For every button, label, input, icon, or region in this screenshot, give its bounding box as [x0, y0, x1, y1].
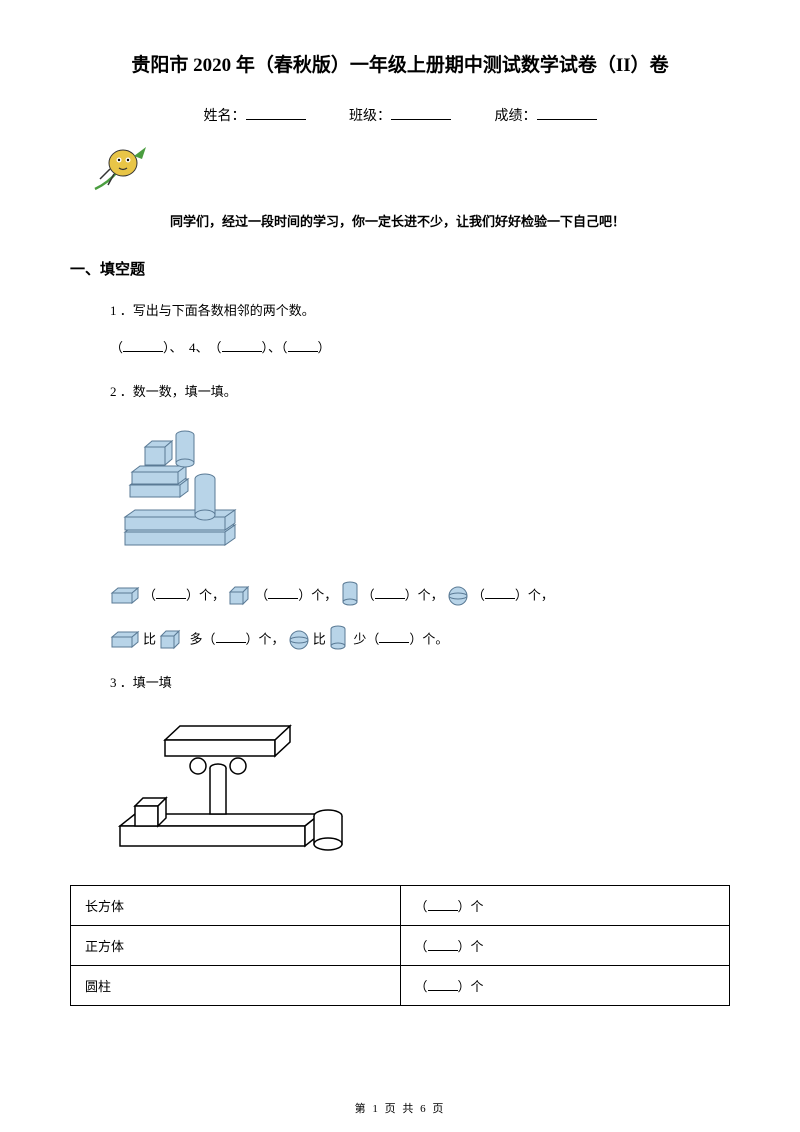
- unit: ）个，: [186, 587, 225, 602]
- blank: [428, 937, 458, 951]
- unit: ）个，: [405, 587, 444, 602]
- unit: ）个: [458, 979, 484, 994]
- blank: [288, 338, 318, 352]
- shape-count-table: 长方体 （）个 正方体 （）个 圆柱 （）个: [70, 885, 730, 1006]
- unit: ）个，: [246, 631, 285, 646]
- blank: [123, 338, 163, 352]
- cylinder-icon: [341, 581, 359, 607]
- row-value: （）个: [400, 966, 730, 1006]
- score-blank: [537, 119, 597, 120]
- pencil-mascot-icon: [90, 141, 730, 201]
- unit: ）个: [458, 899, 484, 914]
- cube-icon: [159, 629, 183, 651]
- blocks-figure: [110, 417, 730, 564]
- table-row: 圆柱 （）个: [71, 966, 730, 1006]
- than: 比: [143, 631, 156, 646]
- question-3: 3 ．填一填: [110, 671, 730, 866]
- shape-compare-line: 比 多（ ）个， 比 少（ ）个。: [110, 625, 730, 651]
- q2-text: 数一数，填一填。: [133, 384, 237, 399]
- blank: [156, 585, 186, 599]
- blank: [222, 338, 262, 352]
- blank: [216, 629, 246, 643]
- row-value: （）个: [400, 926, 730, 966]
- blank: [485, 585, 515, 599]
- score-label: 成绩：: [495, 109, 537, 124]
- page-footer: 第 1 页 共 6 页: [0, 1100, 800, 1116]
- blank: [379, 629, 409, 643]
- q1-seg1: ）、 4、 （: [163, 340, 222, 355]
- table-structure-figure: [110, 708, 730, 865]
- row-label: 圆柱: [71, 966, 401, 1006]
- blank: [428, 977, 458, 991]
- row-value: （）个: [400, 886, 730, 926]
- q1-seg2: ）、（: [262, 340, 288, 355]
- unit: ）个。: [409, 631, 448, 646]
- sphere-icon: [447, 585, 469, 607]
- section-heading: 一、填空题: [70, 258, 730, 279]
- intro-text: 同学们，经过一段时间的学习，你一定长进不少，让我们好好检验一下自己吧！: [170, 211, 730, 230]
- row-label: 长方体: [71, 886, 401, 926]
- class-label: 班级：: [349, 109, 391, 124]
- cube-icon: [228, 585, 252, 607]
- shape-count-line-1: （）个， （）个， （）个， （）个，: [110, 581, 730, 607]
- blank: [268, 585, 298, 599]
- q1-num: 1 ．: [110, 303, 133, 318]
- sphere-icon: [288, 629, 310, 651]
- question-1: 1 ．写出与下面各数相邻的两个数。 （）、 4、 （）、（）: [110, 299, 730, 360]
- class-blank: [391, 119, 451, 120]
- unit: ）个，: [515, 587, 554, 602]
- page-title: 贵阳市 2020 年（春秋版）一年级上册期中测试数学试卷（II）卷: [70, 50, 730, 77]
- blank: [375, 585, 405, 599]
- table-row: 正方体 （）个: [71, 926, 730, 966]
- cuboid-icon: [110, 629, 140, 651]
- q1-text: 写出与下面各数相邻的两个数。: [133, 303, 315, 318]
- unit: ）个: [458, 939, 484, 954]
- name-label: 姓名：: [204, 109, 246, 124]
- cuboid-icon: [110, 585, 140, 607]
- table-row: 长方体 （）个: [71, 886, 730, 926]
- q3-num: 3 ．: [110, 675, 133, 690]
- more: 多（: [190, 631, 216, 646]
- less: 少（: [353, 631, 379, 646]
- q1-seg3: ）: [318, 340, 331, 355]
- than: 比: [313, 631, 326, 646]
- info-row: 姓名： 班级： 成绩：: [70, 105, 730, 125]
- cylinder-icon: [329, 625, 347, 651]
- unit: ）个，: [298, 587, 337, 602]
- q2-num: 2 ．: [110, 384, 133, 399]
- q3-text: 填一填: [133, 675, 172, 690]
- question-2: 2 ．数一数，填一填。: [110, 380, 730, 651]
- name-blank: [246, 119, 306, 120]
- row-label: 正方体: [71, 926, 401, 966]
- blank: [428, 897, 458, 911]
